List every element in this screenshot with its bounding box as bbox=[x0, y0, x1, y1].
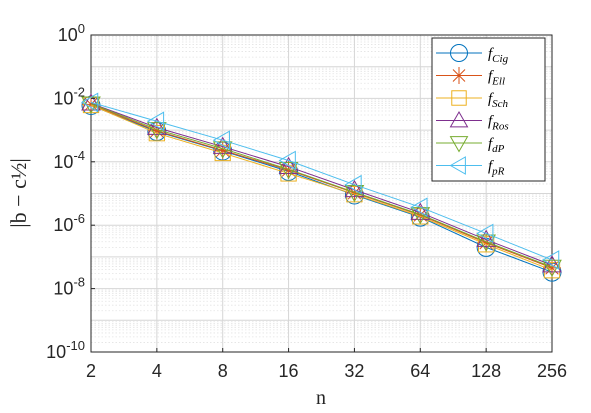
legend-marker bbox=[450, 67, 468, 84]
data-point bbox=[541, 250, 560, 270]
data-point bbox=[146, 111, 165, 132]
y-tick-label: 10-4 bbox=[53, 148, 85, 172]
data-point bbox=[212, 141, 233, 159]
series-ell bbox=[82, 95, 561, 277]
data-point bbox=[213, 141, 232, 160]
x-tick-label: 2 bbox=[86, 361, 96, 381]
x-tick-label: 8 bbox=[218, 361, 228, 381]
data-point bbox=[476, 223, 494, 244]
x-tick-labels: 2 4 8 16 32 64 128 256 bbox=[86, 348, 567, 381]
y-tick-label: 10-8 bbox=[53, 275, 85, 299]
data-point bbox=[80, 92, 99, 113]
data-point bbox=[146, 122, 167, 140]
legend-marker bbox=[450, 44, 468, 62]
data-point bbox=[212, 136, 233, 154]
data-point bbox=[147, 121, 166, 140]
series-ros bbox=[81, 93, 562, 273]
data-point bbox=[212, 130, 230, 151]
data-point bbox=[146, 117, 167, 135]
data-point bbox=[344, 174, 362, 195]
data-point bbox=[278, 156, 299, 174]
legend-marker bbox=[449, 110, 469, 128]
plot-frame bbox=[90, 34, 553, 353]
data-point bbox=[476, 234, 497, 252]
data-point bbox=[477, 233, 496, 252]
series-line bbox=[90, 104, 553, 273]
legend: fCig fEll fSch fRos fdP fpR bbox=[431, 37, 546, 182]
data-point bbox=[278, 150, 296, 171]
x-tick-label: 16 bbox=[279, 361, 299, 381]
x-tick-label: 128 bbox=[471, 361, 501, 381]
y-axis-label: |b − c½| bbox=[6, 158, 31, 227]
data-point bbox=[345, 183, 364, 202]
y-tick-label: 10-10 bbox=[46, 338, 85, 362]
data-point bbox=[148, 125, 166, 142]
data-point bbox=[410, 197, 428, 218]
x-tick-label: 4 bbox=[152, 361, 162, 381]
data-point bbox=[476, 229, 497, 247]
legend-entry: fCig bbox=[488, 46, 509, 65]
series-dp bbox=[81, 96, 562, 278]
x-tick-label: 32 bbox=[344, 361, 364, 381]
data-point bbox=[344, 179, 365, 198]
legend-marker bbox=[449, 156, 466, 175]
y-tick-labels: 100 10-2 10-4 10-6 10-8 10-10 bbox=[46, 21, 95, 362]
x-tick-label: 256 bbox=[537, 361, 567, 381]
x-tick-label: 64 bbox=[410, 361, 430, 381]
series-line bbox=[90, 103, 553, 269]
legend-entry: fdP bbox=[488, 136, 505, 155]
data-point bbox=[278, 162, 299, 180]
y-tick-label: 10-2 bbox=[53, 84, 85, 108]
y-tick-label: 100 bbox=[58, 21, 85, 45]
data-point bbox=[344, 184, 365, 203]
legend-marker bbox=[451, 90, 467, 106]
legend-entry: fEll bbox=[488, 69, 505, 88]
legend-entry: fRos bbox=[488, 114, 509, 133]
data-point bbox=[82, 95, 100, 114]
data-point bbox=[411, 205, 430, 224]
data-point bbox=[542, 255, 562, 273]
series-pr bbox=[80, 92, 560, 270]
legend-entry: fpR bbox=[488, 159, 505, 178]
series-line bbox=[90, 102, 553, 266]
legend-box bbox=[431, 37, 546, 182]
legend-marker bbox=[449, 136, 469, 153]
data-point bbox=[81, 93, 101, 111]
x-axis-label: n bbox=[316, 387, 326, 409]
legend-entry: fSch bbox=[488, 91, 509, 110]
y-tick-label: 10-6 bbox=[53, 211, 85, 235]
series-layer bbox=[80, 92, 562, 282]
series-line bbox=[90, 103, 553, 268]
series-line bbox=[90, 104, 553, 271]
series-line bbox=[90, 101, 553, 261]
data-point bbox=[279, 161, 298, 180]
data-point bbox=[543, 258, 561, 277]
data-point bbox=[410, 202, 431, 220]
